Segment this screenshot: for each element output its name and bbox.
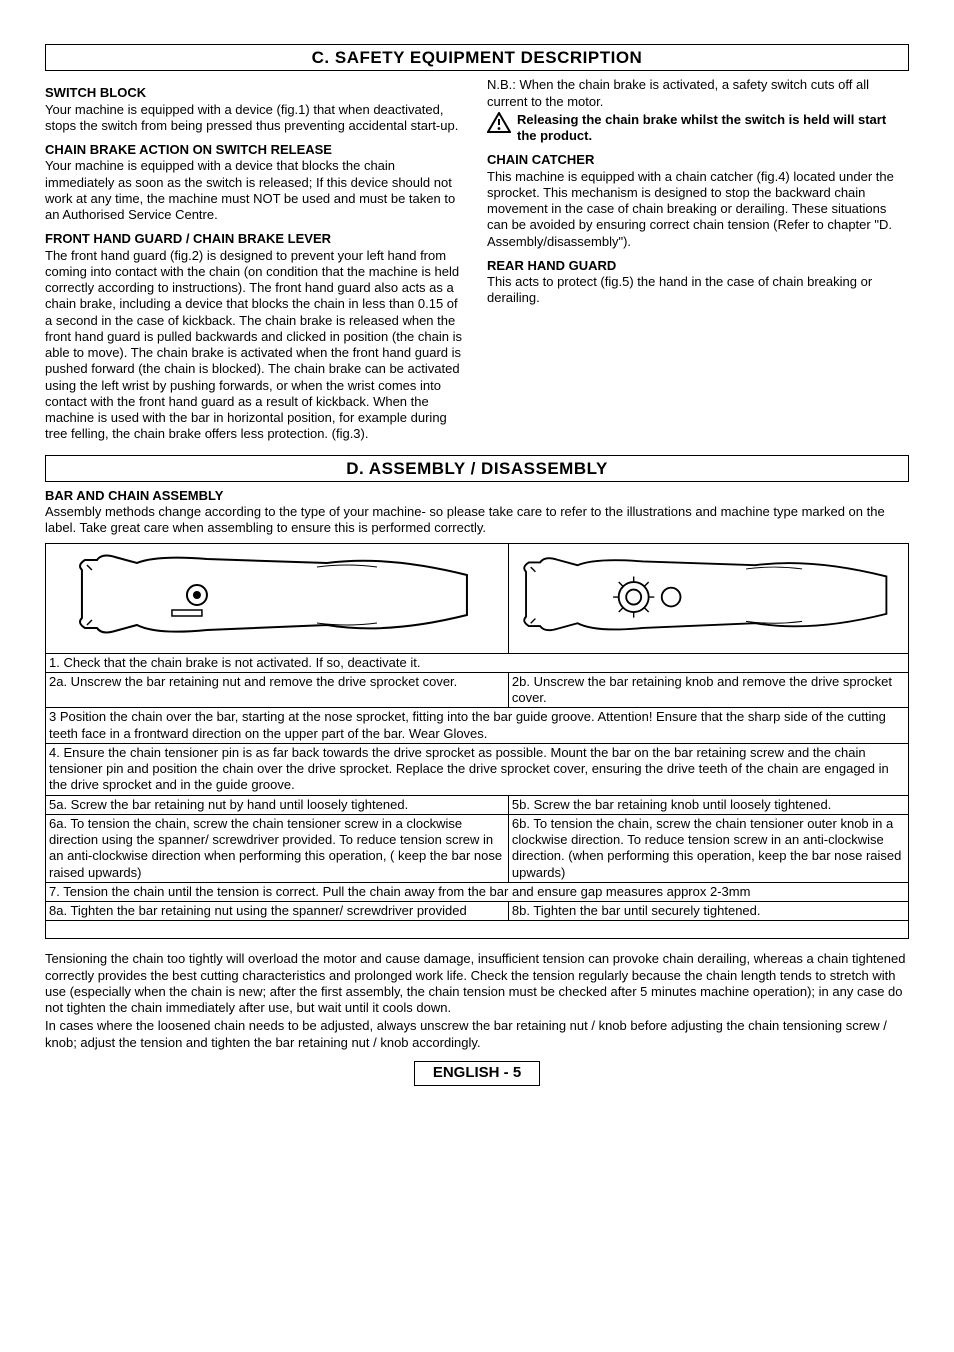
table-row-8a: 8a. Tighten the bar retaining nut using … — [46, 902, 509, 921]
table-row-4: 4. Ensure the chain tensioner pin is as … — [46, 743, 909, 795]
assembly-table: 1. Check that the chain brake is not act… — [45, 543, 909, 940]
diagram-cell-left — [46, 543, 509, 653]
nb-text: N.B.: When the chain brake is activated,… — [487, 77, 909, 110]
section-c-right-col: N.B.: When the chain brake is activated,… — [487, 77, 909, 444]
section-d-title: D. ASSEMBLY / DISASSEMBLY — [45, 455, 909, 482]
footer-wrap: ENGLISH - 5 — [45, 1061, 909, 1086]
chainsaw-diagram-b — [512, 545, 905, 650]
warning-text: Releasing the chain brake whilst the swi… — [517, 112, 909, 145]
table-row-5a: 5a. Screw the bar retaining nut by hand … — [46, 795, 509, 814]
table-row-5b: 5b. Screw the bar retaining knob until l… — [508, 795, 908, 814]
closing-paragraph-1: Tensioning the chain too tightly will ov… — [45, 951, 909, 1016]
table-row-3: 3 Position the chain over the bar, start… — [46, 708, 909, 744]
rear-hand-guard-body: This acts to protect (fig.5) the hand in… — [487, 274, 909, 307]
table-row-6b: 6b. To tension the chain, screw the chai… — [508, 814, 908, 882]
table-row-8b: 8b. Tighten the bar until securely tight… — [508, 902, 908, 921]
closing-paragraph-2: In cases where the loosened chain needs … — [45, 1018, 909, 1051]
table-row-2a: 2a. Unscrew the bar retaining nut and re… — [46, 672, 509, 708]
front-hand-guard-body: The front hand guard (fig.2) is designed… — [45, 248, 467, 443]
table-row-2b: 2b. Unscrew the bar retaining knob and r… — [508, 672, 908, 708]
section-c-left-col: SWITCH BLOCK Your machine is equipped wi… — [45, 77, 467, 444]
table-row-1: 1. Check that the chain brake is not act… — [46, 653, 909, 672]
section-c-title: C. SAFETY EQUIPMENT DESCRIPTION — [45, 44, 909, 71]
warning-row: Releasing the chain brake whilst the swi… — [487, 112, 909, 145]
page-footer: ENGLISH - 5 — [414, 1061, 540, 1086]
section-c-columns: SWITCH BLOCK Your machine is equipped wi… — [45, 77, 909, 444]
chain-catcher-heading: CHAIN CATCHER — [487, 152, 909, 168]
rear-hand-guard-heading: REAR HAND GUARD — [487, 258, 909, 274]
switch-block-heading: SWITCH BLOCK — [45, 85, 467, 101]
bar-chain-heading: BAR AND CHAIN ASSEMBLY — [45, 488, 909, 504]
front-hand-guard-heading: FRONT HAND GUARD / CHAIN BRAKE LEVER — [45, 231, 467, 247]
warning-triangle-icon — [487, 112, 511, 134]
bar-chain-intro: Assembly methods change according to the… — [45, 504, 909, 537]
table-row-6a: 6a. To tension the chain, screw the chai… — [46, 814, 509, 882]
chain-brake-action-body: Your machine is equipped with a device t… — [45, 158, 467, 223]
chain-catcher-body: This machine is equipped with a chain ca… — [487, 169, 909, 250]
table-row-7: 7. Tension the chain until the tension i… — [46, 882, 909, 901]
table-row-blank — [46, 921, 909, 939]
diagram-cell-right — [508, 543, 908, 653]
switch-block-body: Your machine is equipped with a device (… — [45, 102, 467, 135]
chainsaw-diagram-a — [49, 545, 505, 650]
chain-brake-action-heading: CHAIN BRAKE ACTION ON SWITCH RELEASE — [45, 142, 467, 158]
